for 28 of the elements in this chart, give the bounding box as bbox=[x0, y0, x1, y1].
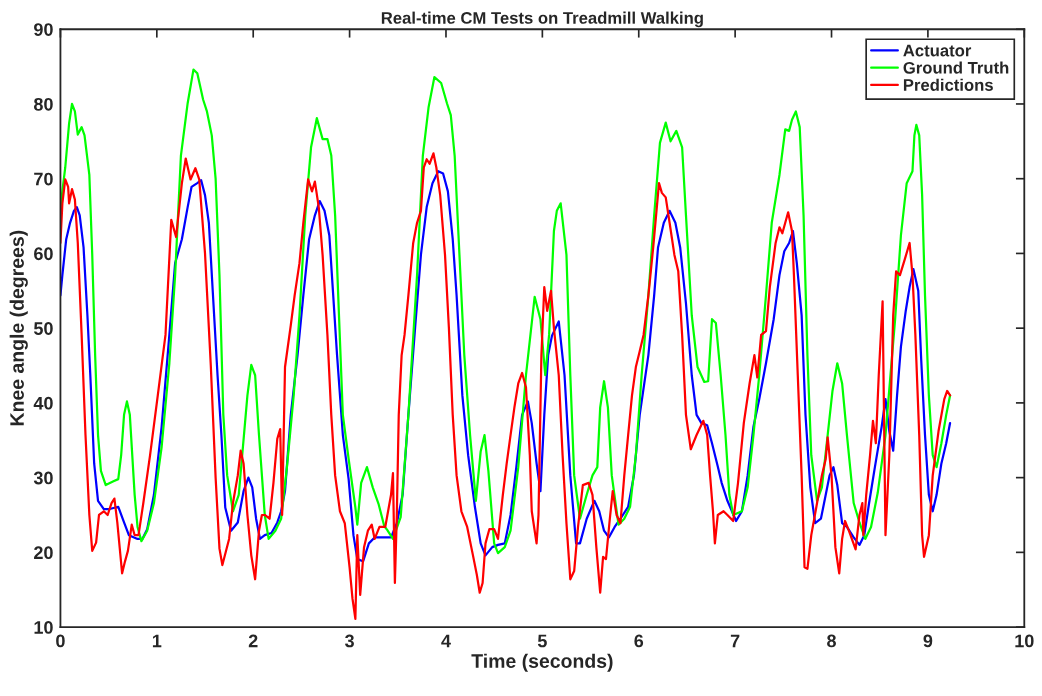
x-tick-label: 7 bbox=[730, 634, 740, 648]
x-tick-label: 6 bbox=[634, 634, 644, 648]
x-tick-label: 4 bbox=[441, 634, 451, 648]
y-tick-label: 10 bbox=[34, 621, 53, 634]
y-axis-title: Knee angle (degrees) bbox=[9, 230, 28, 426]
y-tick-label: 90 bbox=[34, 23, 53, 36]
line-series bbox=[60, 152, 952, 620]
y-tick-label: 40 bbox=[33, 396, 53, 410]
chart-title: Real-time CM Tests on Treadmill Walking bbox=[381, 11, 703, 28]
x-tick-label: 3 bbox=[344, 634, 354, 648]
line-series bbox=[60, 170, 952, 563]
x-tick-label: 0 bbox=[56, 634, 65, 648]
x-tick-label: 10 bbox=[1015, 634, 1034, 648]
x-tick-label: 5 bbox=[537, 634, 547, 648]
y-tick-label: 30 bbox=[33, 471, 53, 485]
legend-label: Ground Truth bbox=[903, 61, 1009, 74]
y-tick-label: 50 bbox=[33, 322, 53, 335]
x-tick-label: 1 bbox=[152, 634, 162, 648]
y-tick-label: 70 bbox=[34, 172, 53, 186]
legend-label: Actuator bbox=[903, 44, 972, 57]
legend-label: Predictions bbox=[903, 78, 993, 91]
y-tick-label: 80 bbox=[33, 97, 53, 111]
x-axis-title: Time (seconds) bbox=[471, 653, 613, 672]
x-tick-label: 8 bbox=[827, 634, 836, 648]
y-tick-label: 20 bbox=[34, 546, 53, 560]
x-tick-label: 2 bbox=[248, 634, 258, 648]
y-tick-label: 60 bbox=[34, 247, 53, 261]
x-tick-label: 9 bbox=[923, 634, 933, 648]
